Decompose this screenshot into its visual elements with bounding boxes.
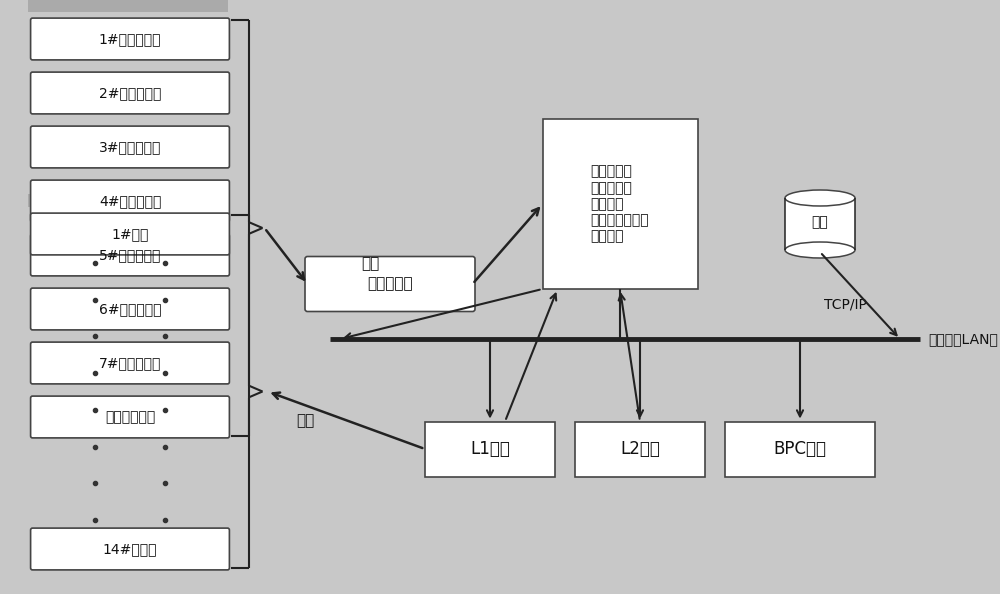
Text: 14#风机仪: 14#风机仪 [103, 542, 157, 556]
Text: 4#红外测温仪: 4#红外测温仪 [99, 194, 161, 208]
Bar [425, 422, 555, 476]
Text: 6#红外测温仪: 6#红外测温仪 [99, 302, 161, 316]
Bar [725, 422, 875, 476]
Text: 斯太尔摩线
冷却监控系
统工作站
（软件、模型、
数据库）: 斯太尔摩线 冷却监控系 统工作站 （软件、模型、 数据库） [591, 165, 649, 244]
FancyBboxPatch shape [31, 396, 229, 438]
Bar [575, 422, 705, 476]
Text: 模型: 模型 [361, 257, 379, 271]
FancyBboxPatch shape [31, 180, 229, 222]
Text: 2#红外测温仪: 2#红外测温仪 [99, 86, 161, 100]
Text: L1系统: L1系统 [470, 440, 510, 458]
Text: L2系统: L2系统 [620, 440, 660, 458]
Text: 环境温湿度仪: 环境温湿度仪 [105, 410, 155, 424]
FancyBboxPatch shape [31, 213, 229, 255]
Text: 1#风机: 1#风机 [111, 227, 149, 241]
FancyBboxPatch shape [31, 72, 229, 114]
Ellipse shape [785, 242, 855, 258]
Bar [542, 119, 698, 289]
Text: 1#红外测温仪: 1#红外测温仪 [99, 32, 161, 46]
Bar [28, 0, 228, 12]
Bar [785, 198, 855, 250]
FancyBboxPatch shape [31, 18, 229, 60]
Text: 5#红外测温仪: 5#红外测温仪 [99, 248, 161, 262]
FancyBboxPatch shape [31, 288, 229, 330]
FancyBboxPatch shape [305, 257, 475, 311]
Ellipse shape [785, 190, 855, 206]
Text: 3#红外测温仪: 3#红外测温仪 [99, 140, 161, 154]
Text: 局域网（LAN）: 局域网（LAN） [928, 332, 998, 346]
Text: BPC系统: BPC系统 [774, 440, 826, 458]
Text: TCP/IP: TCP/IP [824, 297, 866, 311]
Text: 数据采集卡: 数据采集卡 [367, 276, 413, 292]
Text: 数据: 数据 [812, 215, 828, 229]
FancyBboxPatch shape [31, 528, 229, 570]
FancyBboxPatch shape [31, 234, 229, 276]
Bar [28, 194, 228, 207]
Text: 指令: 指令 [296, 413, 314, 428]
Text: 7#红外测温仪: 7#红外测温仪 [99, 356, 161, 370]
FancyBboxPatch shape [31, 342, 229, 384]
FancyBboxPatch shape [31, 126, 229, 168]
